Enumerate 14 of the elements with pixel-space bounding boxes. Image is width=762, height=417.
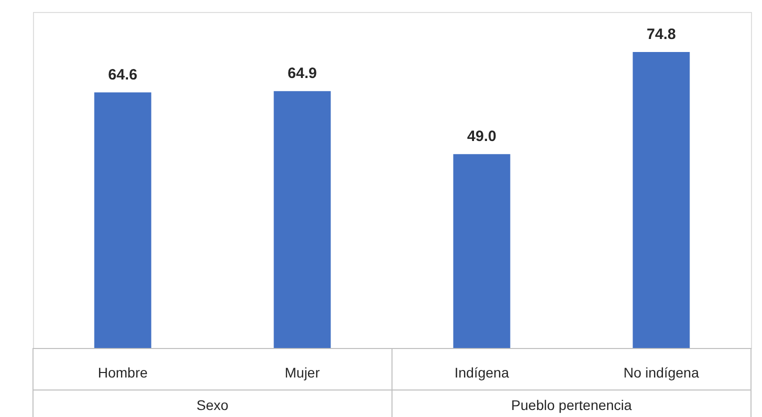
text: Pueblo pertenencia <box>511 397 632 413</box>
x-tick-label: Indígena <box>454 364 510 380</box>
text: Sexo <box>196 397 229 413</box>
x-tick-label: Mujer <box>284 364 320 380</box>
x-tick-label: Hombre <box>98 364 148 380</box>
data-label: 64.9 <box>288 65 317 82</box>
bar <box>632 52 690 348</box>
data-label: 64.6 <box>108 66 138 84</box>
data-label: 74.8 <box>646 26 676 43</box>
bar <box>94 92 152 348</box>
data-label: 49.0 <box>467 128 496 146</box>
bar <box>274 91 331 348</box>
bar <box>453 154 510 348</box>
x-tick-label: No indígena <box>623 364 700 380</box>
